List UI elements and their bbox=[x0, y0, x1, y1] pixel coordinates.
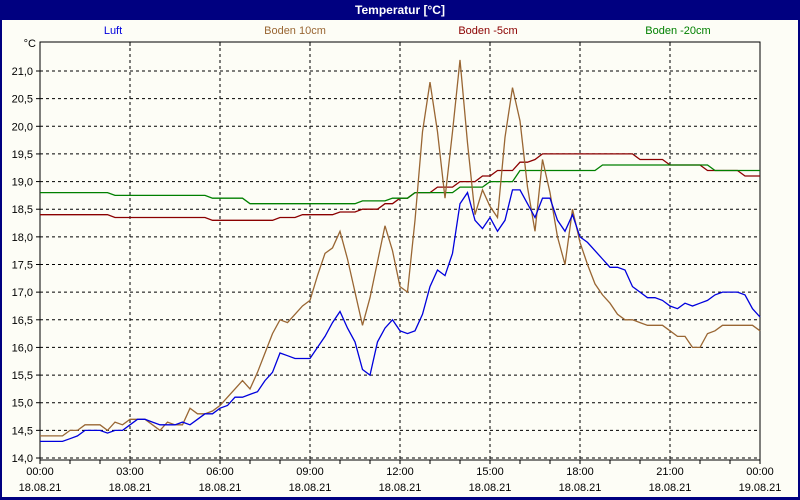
legend-item-luft: Luft bbox=[103, 25, 123, 37]
legend-item-boden-5cm: Boden -5cm bbox=[458, 25, 518, 37]
y-axis-label: 21,0 bbox=[12, 66, 33, 78]
x-axis-date-label: 18.08.21 bbox=[199, 482, 242, 494]
x-axis-date-label: 18.08.21 bbox=[379, 482, 422, 494]
y-axis-label: 15,5 bbox=[12, 370, 33, 382]
series-line-boden-10cm bbox=[40, 59, 761, 437]
x-axis-time-label: 09:00 bbox=[296, 466, 324, 478]
legend-item-boden-20cm: Boden -20cm bbox=[645, 25, 711, 37]
y-axis-label: 18,5 bbox=[12, 204, 33, 216]
x-axis-time-label: 00:00 bbox=[746, 466, 774, 478]
x-axis-time-label: 00:00 bbox=[26, 466, 54, 478]
series-line-boden-20cm bbox=[40, 164, 760, 205]
y-axis-label: 14,5 bbox=[12, 425, 33, 437]
plot-border bbox=[39, 41, 761, 461]
y-axis-label: 19,0 bbox=[12, 177, 33, 189]
y-axis-label: 14,0 bbox=[12, 453, 33, 465]
y-axis-unit-label: °C bbox=[23, 38, 36, 50]
x-axis-date-label: 18.08.21 bbox=[19, 482, 62, 494]
x-axis-date-label: 18.08.21 bbox=[109, 482, 152, 494]
x-axis-time-label: 21:00 bbox=[656, 466, 684, 478]
x-axis-time-label: 12:00 bbox=[386, 466, 414, 478]
y-axis-label: 20,0 bbox=[12, 121, 33, 133]
x-axis-time-label: 15:00 bbox=[476, 466, 504, 478]
y-axis-label: 15,0 bbox=[12, 398, 33, 410]
y-axis-label: 16,5 bbox=[12, 315, 33, 327]
y-axis-label: 19,5 bbox=[12, 149, 33, 161]
series-line-luft bbox=[40, 189, 761, 443]
x-axis-date-label: 19.08.21 bbox=[739, 482, 782, 494]
x-axis-time-label: 03:00 bbox=[116, 466, 144, 478]
x-axis-time-label: 06:00 bbox=[206, 466, 234, 478]
title-bar: Temperatur [°C] bbox=[2, 0, 798, 20]
legend-item-boden-10cm: Boden 10cm bbox=[264, 25, 326, 37]
x-axis-date-label: 18.08.21 bbox=[289, 482, 332, 494]
y-axis-label: 20,5 bbox=[12, 94, 33, 106]
x-axis-date-label: 18.08.21 bbox=[469, 482, 512, 494]
y-axis-label: 17,0 bbox=[12, 287, 33, 299]
y-axis-label: 18,0 bbox=[12, 232, 33, 244]
x-axis-date-label: 18.08.21 bbox=[649, 482, 692, 494]
chart-title: Temperatur [°C] bbox=[355, 3, 445, 17]
legend: Luft Boden 10cm Boden -5cm Boden -20cm bbox=[2, 20, 798, 42]
y-axis-label: 17,5 bbox=[12, 260, 33, 272]
x-axis-time-label: 18:00 bbox=[566, 466, 594, 478]
x-axis-date-label: 18.08.21 bbox=[559, 482, 602, 494]
y-axis-label: 16,0 bbox=[12, 342, 33, 354]
